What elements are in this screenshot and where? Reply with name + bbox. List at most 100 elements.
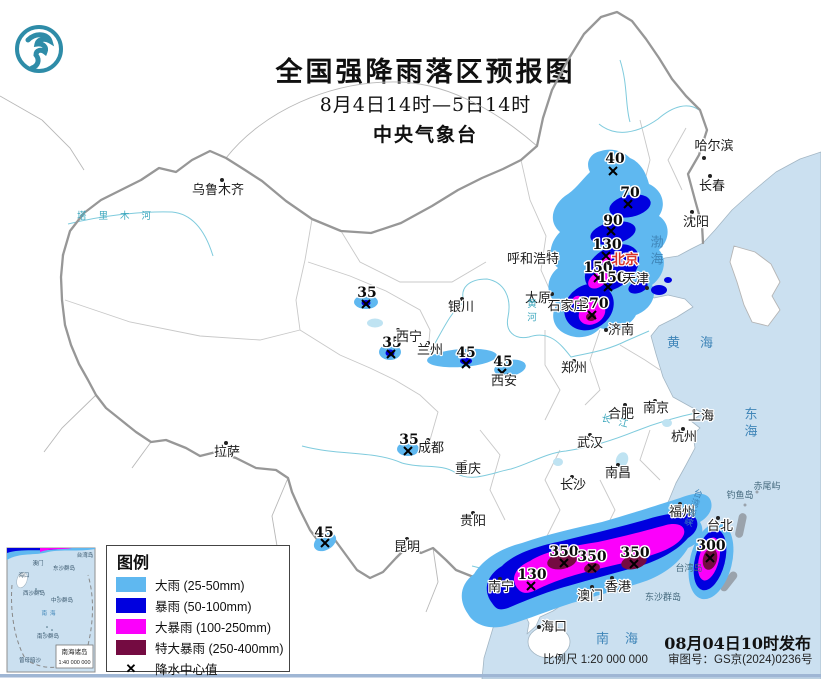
precip-value: 45 [456, 345, 475, 361]
heavy-rain-swatch [116, 577, 146, 592]
ryukyu-islands [720, 490, 759, 592]
inset-label-zhongsha: 中沙群岛 [51, 596, 74, 604]
city-label: 银川 [448, 299, 474, 314]
city-label: 拉萨 [214, 444, 240, 459]
city-label: 长沙 [560, 477, 586, 492]
precip-value-labels: 40 70 90 130 150 150 270 35 35 45 45 35 … [313, 150, 727, 585]
precip-value: 35 [357, 285, 376, 301]
city-label: 呼和浩特 [507, 251, 559, 266]
sea-label-bohai: 渤海 [649, 234, 664, 269]
city-label: 沈阳 [683, 214, 709, 229]
city-label: 福州 [669, 504, 695, 519]
city-label: 成都 [418, 440, 444, 455]
inset-name: 南海诸岛 [62, 647, 88, 656]
inset-label-xisha: 西沙群岛 [23, 589, 46, 597]
city-label: 武汉 [577, 435, 603, 450]
city-labels: 乌鲁木齐 哈尔滨 长春 沈阳 呼和浩特 太原 石家庄 银川 西宁 兰州 西安 郑… [191, 137, 735, 635]
city-label: 澳门 [577, 588, 603, 603]
city-label: 香港 [605, 579, 631, 594]
label-chiwei: 赤尾屿 [753, 481, 780, 491]
city-label: 南昌 [605, 465, 631, 480]
precip-value: 130 [517, 567, 546, 583]
river-label-tarim: 塔里木河 [77, 210, 163, 222]
neighbor-borders [0, 81, 538, 613]
city-label: 海口 [541, 619, 567, 634]
extreme-rainstorm-swatch [116, 640, 146, 655]
precip-value: 300 [696, 538, 725, 554]
sea-label-huanghai: 黄海 [667, 335, 733, 350]
map-scale: 比例尺 1:20 000 000 [543, 654, 648, 666]
capital-label: 北京 [612, 251, 639, 267]
legend-row-heavy-rain: 大雨 (25-50mm) [107, 574, 289, 595]
inset-label-nansha: 南沙群岛 [37, 632, 60, 640]
precip-value: 350 [549, 544, 578, 560]
river-label-huanghe: 黄河 [525, 298, 537, 326]
label-diaoyu: 钓鱼岛 [726, 489, 753, 500]
precip-value: 350 [620, 545, 649, 561]
inset-label-dongsha: 东沙群岛 [53, 564, 76, 572]
city-label: 南京 [643, 400, 669, 415]
logo-ring [15, 25, 63, 73]
city-label: 西宁 [396, 329, 422, 344]
inset-label-nanhai: 南海 [41, 609, 58, 617]
precip-value: 350 [577, 549, 606, 565]
lakes [367, 318, 672, 468]
hainan-island [527, 625, 571, 659]
legend-row-center-marker: ✕ 降水中心值 [107, 658, 289, 679]
map-frame-bottom [0, 674, 821, 678]
city-label: 石家庄 [547, 298, 586, 313]
precip-value: 270 [579, 296, 608, 312]
city-label: 上海 [688, 408, 714, 423]
legend-row-severe-rainstorm: 大暴雨 (100-250mm) [107, 616, 289, 637]
legend-label: 特大暴雨 (250-400mm) [155, 642, 284, 656]
sea-label-nanhai: 南海 [596, 631, 654, 646]
precip-value: 70 [620, 185, 640, 201]
precip-value: 90 [603, 213, 623, 229]
issue-time: 08月04日10时发布 [664, 634, 811, 653]
legend-label: 大暴雨 (100-250mm) [155, 621, 271, 635]
city-label: 郑州 [561, 360, 587, 375]
forecast-period: 8月4日14时—5日14时 [319, 94, 532, 116]
city-label: 重庆 [455, 461, 481, 476]
precip-value: 45 [493, 354, 512, 370]
legend-panel: 图例 大雨 (25-50mm) 暴雨 (50-100mm) 大暴雨 (100-2… [106, 545, 290, 677]
agency-name: 中央气象台 [372, 125, 478, 146]
south-china-sea-inset: 澳门 海口 台湾岛 东沙群岛 西沙群岛 中沙群岛 南沙群岛 曾母暗沙 南海 南海… [6, 547, 96, 673]
legend-label: 暴雨 (50-100mm) [155, 600, 252, 614]
city-label: 昆明 [394, 539, 420, 554]
rain-severe-areas [514, 254, 721, 593]
city-label: 西安 [491, 373, 517, 388]
severe-rainstorm-swatch [116, 619, 146, 634]
page-title: 全国强降雨落区预报图 [275, 57, 576, 88]
city-label: 太原 [525, 290, 551, 305]
agency-logo [15, 25, 63, 73]
legend-label: 大雨 (25-50mm) [155, 579, 245, 593]
logo-eye [44, 34, 50, 40]
precip-value: 35 [399, 432, 418, 448]
inset-scale: 1:40 000 000 [58, 660, 90, 666]
legend-row-extreme-rainstorm: 特大暴雨 (250-400mm) [107, 637, 289, 658]
precip-value: 150 [583, 260, 612, 276]
legend-label: 降水中心值 [155, 663, 218, 677]
label-dongsha: 东沙群岛 [645, 591, 681, 602]
national-border [59, 10, 709, 583]
inset-label-zengmu: 曾母暗沙 [19, 656, 42, 664]
inset-label-taiwan: 台湾岛 [77, 551, 94, 559]
precip-value: 130 [592, 237, 621, 253]
city-label: 哈尔滨 [694, 138, 733, 153]
precip-center-icon: ✕ [125, 660, 137, 676]
precip-value: 40 [605, 151, 625, 167]
korea-landmass [729, 245, 781, 327]
inset-label-aomen: 澳门 [32, 559, 43, 567]
city-label: 天津 [623, 271, 649, 286]
city-label: 乌鲁木齐 [192, 182, 244, 197]
precip-value: 35 [382, 335, 401, 351]
city-dots [220, 156, 720, 629]
rainstorm-swatch [116, 598, 146, 613]
logo-swirl-icon [25, 32, 55, 71]
precip-value: 45 [314, 525, 333, 541]
precip-center-markers [320, 166, 715, 591]
approval-number: 审图号：GS京(2024)0236号 [668, 654, 813, 666]
